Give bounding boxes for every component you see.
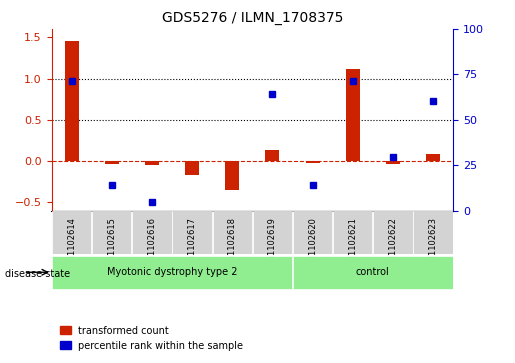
FancyBboxPatch shape bbox=[414, 211, 453, 254]
Text: GSM1102615: GSM1102615 bbox=[107, 217, 116, 273]
Text: disease state: disease state bbox=[5, 269, 70, 279]
Text: GSM1102619: GSM1102619 bbox=[268, 217, 277, 273]
FancyBboxPatch shape bbox=[373, 211, 413, 254]
FancyBboxPatch shape bbox=[253, 211, 292, 254]
Legend: transformed count, percentile rank within the sample: transformed count, percentile rank withi… bbox=[56, 322, 247, 355]
FancyBboxPatch shape bbox=[92, 211, 131, 254]
Text: control: control bbox=[356, 267, 390, 277]
Text: GSM1102623: GSM1102623 bbox=[428, 217, 438, 273]
FancyBboxPatch shape bbox=[132, 211, 171, 254]
Text: GSM1102618: GSM1102618 bbox=[228, 217, 237, 273]
Bar bbox=[386, 161, 400, 163]
FancyBboxPatch shape bbox=[333, 211, 372, 254]
FancyBboxPatch shape bbox=[213, 211, 252, 254]
Text: GSM1102614: GSM1102614 bbox=[67, 217, 76, 273]
Bar bbox=[225, 161, 239, 190]
Text: Myotonic dystrophy type 2: Myotonic dystrophy type 2 bbox=[107, 267, 237, 277]
Text: GSM1102622: GSM1102622 bbox=[388, 217, 398, 273]
Bar bbox=[265, 150, 280, 161]
Bar bbox=[305, 161, 320, 163]
Bar bbox=[145, 161, 159, 165]
Bar bbox=[64, 41, 79, 161]
Bar bbox=[346, 69, 360, 161]
Title: GDS5276 / ILMN_1708375: GDS5276 / ILMN_1708375 bbox=[162, 11, 343, 25]
Bar bbox=[105, 161, 119, 163]
FancyBboxPatch shape bbox=[52, 256, 292, 289]
FancyBboxPatch shape bbox=[293, 211, 332, 254]
Text: GSM1102621: GSM1102621 bbox=[348, 217, 357, 273]
Bar bbox=[426, 154, 440, 161]
FancyBboxPatch shape bbox=[173, 211, 212, 254]
Text: GSM1102617: GSM1102617 bbox=[187, 217, 197, 273]
Bar bbox=[185, 161, 199, 175]
Text: GSM1102620: GSM1102620 bbox=[308, 217, 317, 273]
Text: GSM1102616: GSM1102616 bbox=[147, 217, 157, 273]
FancyBboxPatch shape bbox=[52, 211, 91, 254]
FancyBboxPatch shape bbox=[293, 256, 453, 289]
